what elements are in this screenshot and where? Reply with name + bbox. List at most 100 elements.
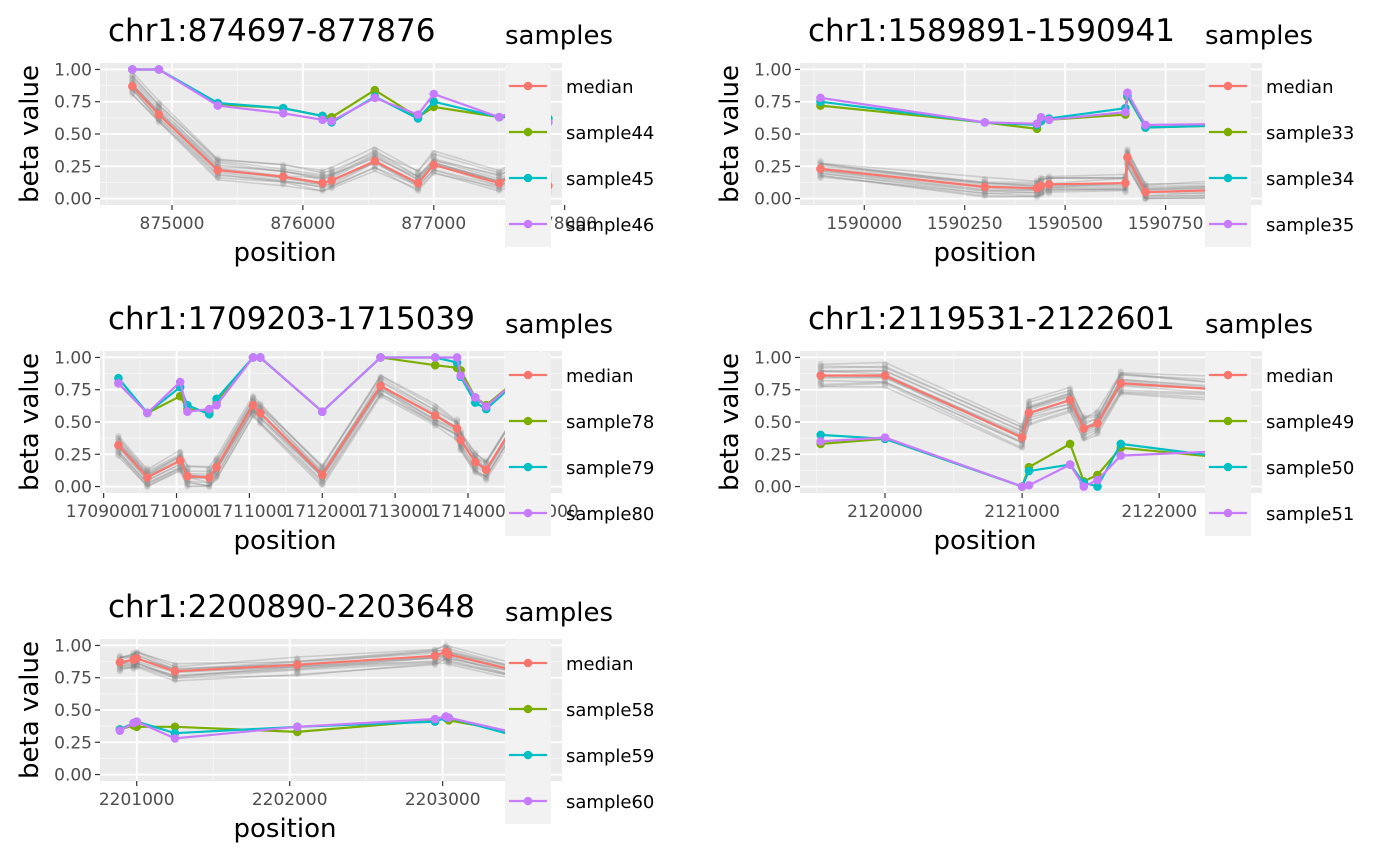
y-tick-label: 0.25 <box>54 445 92 465</box>
data-point-median <box>816 164 825 174</box>
data-point-sample35 <box>816 93 825 103</box>
background-sample-point <box>257 403 264 411</box>
data-point-sample35 <box>1036 112 1046 122</box>
data-point-sample51 <box>816 437 826 446</box>
background-sample-point <box>206 466 213 474</box>
background-sample-point <box>206 465 213 472</box>
data-point-median <box>1121 178 1130 188</box>
background-sample-point <box>495 187 503 194</box>
background-sample-line <box>119 662 543 685</box>
data-point-sample51 <box>1024 480 1034 490</box>
background-sample-point <box>319 186 326 193</box>
background-sample-point <box>377 373 384 381</box>
background-sample-point <box>445 659 452 666</box>
background-sample-point <box>1066 388 1074 396</box>
x-axis-label: position <box>234 814 337 844</box>
x-axis-label: position <box>934 526 1037 556</box>
background-sample-point <box>1025 401 1033 408</box>
data-point-sample80 <box>376 353 385 362</box>
data-point-sample46 <box>128 65 137 74</box>
data-point-median <box>980 182 990 192</box>
data-point-sample46 <box>318 115 327 125</box>
x-axis-label: position <box>234 238 337 268</box>
background-sample-point <box>280 161 287 169</box>
background-sample-point <box>817 172 824 179</box>
background-sample-point <box>431 646 439 653</box>
background-sample-point <box>155 101 163 108</box>
legend-key-point <box>523 508 533 518</box>
background-sample-point <box>472 451 479 458</box>
background-sample-point <box>371 165 379 173</box>
data-point-median <box>278 172 288 181</box>
background-sample-point <box>457 447 464 454</box>
data-point-median <box>430 411 440 420</box>
background-sample-point <box>453 417 461 425</box>
y-axis-label: beta value <box>15 65 45 203</box>
background-sample-point <box>1045 173 1053 180</box>
background-sample-point <box>442 657 449 665</box>
background-sample-point <box>817 379 824 386</box>
background-sample-point <box>294 655 301 662</box>
background-sample-line <box>820 385 1242 451</box>
background-sample-point <box>817 380 824 388</box>
background-sample-point <box>1066 386 1074 394</box>
background-sample-point <box>115 434 122 441</box>
background-sample-point <box>319 464 326 471</box>
x-tick-label: 876000 <box>270 214 335 234</box>
background-sample-point <box>817 362 824 369</box>
background-sample-point <box>280 181 287 188</box>
data-point-sample80 <box>183 407 192 416</box>
background-sample-point <box>414 171 422 178</box>
background-sample-point <box>176 467 184 475</box>
background-sample-point <box>328 165 335 173</box>
background-sample-point <box>1018 422 1026 430</box>
background-sample-point <box>213 454 220 462</box>
data-point-sample80 <box>481 402 491 411</box>
background-sample-point <box>319 465 326 473</box>
background-sample-point <box>184 483 191 490</box>
background-sample-line <box>820 365 1242 429</box>
background-sample-point <box>280 167 287 175</box>
y-tick-label: 0.00 <box>754 478 792 498</box>
background-sample-point <box>377 376 384 383</box>
data-point-sample80 <box>248 353 258 362</box>
background-sample-point <box>214 158 221 165</box>
background-sample-point <box>249 392 257 400</box>
data-point-median <box>376 381 385 391</box>
background-sample-point <box>377 390 384 397</box>
background-sample-point <box>1142 195 1149 202</box>
legend-key-point <box>1223 462 1233 472</box>
background-sample-point <box>1066 407 1074 414</box>
background-sample-point <box>328 183 335 190</box>
data-point-median <box>1116 378 1126 388</box>
background-sample-line <box>119 654 543 678</box>
data-point-sample51 <box>1116 451 1126 460</box>
data-point-sample35 <box>1032 119 1042 128</box>
background-sample-point <box>1117 368 1124 375</box>
background-sample-point <box>129 89 136 96</box>
background-sample-point <box>817 157 824 165</box>
x-tick-label: 2122000 <box>1121 502 1197 522</box>
background-sample-point <box>1094 408 1101 415</box>
data-point-sample80 <box>114 378 123 388</box>
x-tick-label: 1590000 <box>826 214 902 234</box>
data-point-median <box>205 473 214 482</box>
data-point-sample46 <box>154 65 164 74</box>
data-point-median <box>318 178 327 188</box>
background-sample-line <box>820 148 1243 185</box>
background-sample-point <box>176 448 184 455</box>
background-sample-line <box>117 371 545 476</box>
background-sample-point <box>430 156 437 163</box>
background-sample-point <box>144 466 151 474</box>
x-tick-label: 877000 <box>401 214 466 234</box>
background-sample-point <box>184 478 191 486</box>
background-sample-point <box>495 174 503 181</box>
background-sample-point <box>817 382 824 390</box>
background-sample-point <box>414 168 422 175</box>
background-sample-point <box>184 463 191 471</box>
background-sample-point <box>430 169 437 176</box>
background-sample-point <box>495 172 503 180</box>
background-sample-line <box>820 361 1242 426</box>
panel-title: chr1:2200890-2203648 <box>108 589 475 625</box>
y-tick-label: 1.00 <box>754 348 792 368</box>
